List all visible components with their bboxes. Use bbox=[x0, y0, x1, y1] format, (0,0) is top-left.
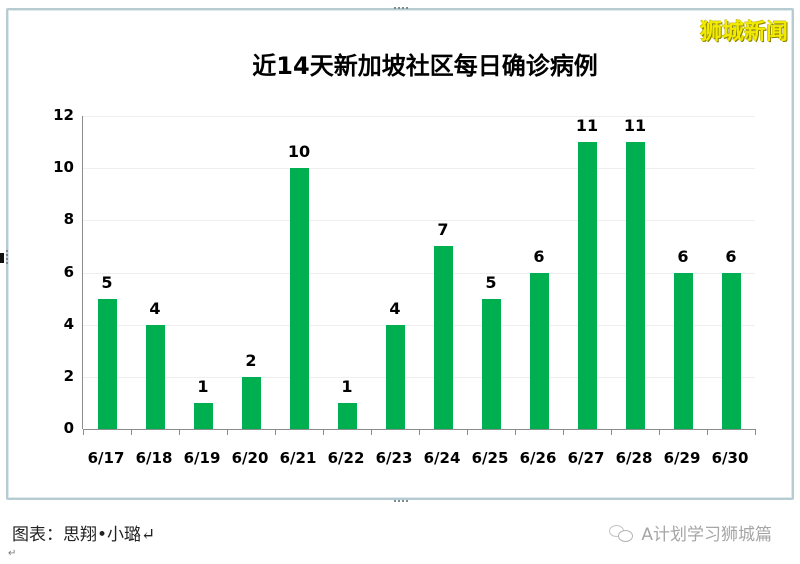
paragraph-mark: ↵ bbox=[8, 548, 17, 559]
y-tick-label: 10 bbox=[53, 158, 74, 177]
gridline bbox=[83, 220, 755, 222]
bar-6-17[interactable] bbox=[97, 298, 117, 429]
x-tick bbox=[371, 429, 372, 435]
wechat-icon bbox=[609, 523, 635, 543]
gridline bbox=[83, 324, 755, 326]
watermark-logo: 狮城新闻 bbox=[699, 20, 788, 45]
resize-handle-bottom[interactable] bbox=[394, 500, 408, 503]
data-label: 5 bbox=[101, 272, 113, 292]
bar-6-26[interactable] bbox=[529, 272, 549, 429]
data-label: 11 bbox=[575, 116, 599, 136]
gridline bbox=[83, 168, 755, 170]
gridline bbox=[83, 376, 755, 378]
data-label: 11 bbox=[623, 116, 647, 136]
y-tick-label: 6 bbox=[63, 262, 74, 281]
bar-6-18[interactable] bbox=[145, 324, 165, 429]
bar-6-30[interactable] bbox=[721, 272, 741, 429]
x-tick bbox=[467, 429, 468, 435]
bar-6-20[interactable] bbox=[241, 376, 261, 429]
gridline bbox=[83, 116, 755, 117]
bar-6-27[interactable] bbox=[577, 142, 597, 429]
x-tick bbox=[563, 429, 564, 435]
plot-area: 5 4 1 2 10 1 4 7 5 6 11 11 6 6 bbox=[82, 116, 756, 435]
x-tick-label: 6/23 bbox=[375, 449, 413, 467]
data-label: 4 bbox=[389, 298, 401, 318]
bar-6-29[interactable] bbox=[673, 272, 693, 429]
x-tick bbox=[323, 429, 324, 435]
x-tick-label: 6/18 bbox=[135, 449, 173, 467]
data-label: 2 bbox=[245, 350, 257, 370]
x-tick bbox=[131, 429, 132, 435]
x-tick bbox=[611, 429, 612, 435]
x-tick bbox=[659, 429, 660, 435]
bar-6-28[interactable] bbox=[625, 142, 645, 429]
data-label: 7 bbox=[437, 220, 449, 240]
bar-6-24[interactable] bbox=[433, 246, 453, 429]
x-tick bbox=[707, 429, 708, 435]
x-tick-label: 6/20 bbox=[231, 449, 269, 467]
x-tick bbox=[419, 429, 420, 435]
x-tick-label: 6/19 bbox=[183, 449, 221, 467]
y-tick-label: 4 bbox=[63, 314, 74, 333]
x-tick bbox=[83, 429, 84, 435]
chart-caption: 图表：思翔•小璐↵ bbox=[12, 525, 156, 545]
bar-6-21[interactable] bbox=[289, 168, 309, 429]
source-watermark: A计划学习狮城篇 bbox=[609, 520, 772, 545]
data-label: 5 bbox=[485, 272, 497, 292]
data-label: 10 bbox=[287, 142, 311, 162]
x-tick-label: 6/25 bbox=[471, 449, 509, 467]
bar-6-22[interactable] bbox=[337, 402, 357, 429]
anchor-marker bbox=[0, 253, 4, 263]
bar-6-23[interactable] bbox=[385, 324, 405, 429]
x-tick bbox=[515, 429, 516, 435]
y-tick-label: 12 bbox=[53, 106, 74, 124]
gridline bbox=[83, 272, 755, 274]
resize-handle-left[interactable] bbox=[6, 250, 9, 264]
x-tick bbox=[275, 429, 276, 435]
bar-6-25[interactable] bbox=[481, 298, 501, 429]
x-tick bbox=[179, 429, 180, 435]
chart-title: 近14天新加坡社区每日确诊病例 bbox=[252, 52, 598, 80]
source-watermark-text: A计划学习狮城篇 bbox=[641, 525, 772, 545]
x-tick-label: 6/26 bbox=[519, 449, 557, 467]
bar-6-19[interactable] bbox=[193, 402, 213, 429]
data-label: 6 bbox=[533, 246, 545, 266]
x-tick-label: 6/29 bbox=[663, 449, 701, 467]
x-tick-label: 6/22 bbox=[327, 449, 365, 467]
data-label: 6 bbox=[725, 246, 737, 266]
resize-handle-top[interactable] bbox=[394, 7, 408, 10]
data-label: 1 bbox=[341, 376, 353, 396]
data-label: 6 bbox=[677, 246, 689, 266]
y-tick-label: 8 bbox=[63, 210, 74, 229]
x-tick-label: 6/28 bbox=[615, 449, 653, 467]
data-label: 4 bbox=[149, 298, 161, 318]
x-tick-label: 6/21 bbox=[279, 449, 317, 467]
y-tick-label: 0 bbox=[63, 419, 74, 437]
x-tick-label: 6/17 bbox=[87, 449, 125, 467]
x-tick bbox=[755, 429, 756, 435]
data-label: 1 bbox=[197, 376, 209, 396]
x-tick-label: 6/30 bbox=[711, 449, 749, 467]
x-tick-label: 6/24 bbox=[423, 449, 461, 467]
y-tick-label: 2 bbox=[63, 366, 74, 385]
x-tick-label: 6/27 bbox=[567, 449, 605, 467]
x-tick bbox=[227, 429, 228, 435]
